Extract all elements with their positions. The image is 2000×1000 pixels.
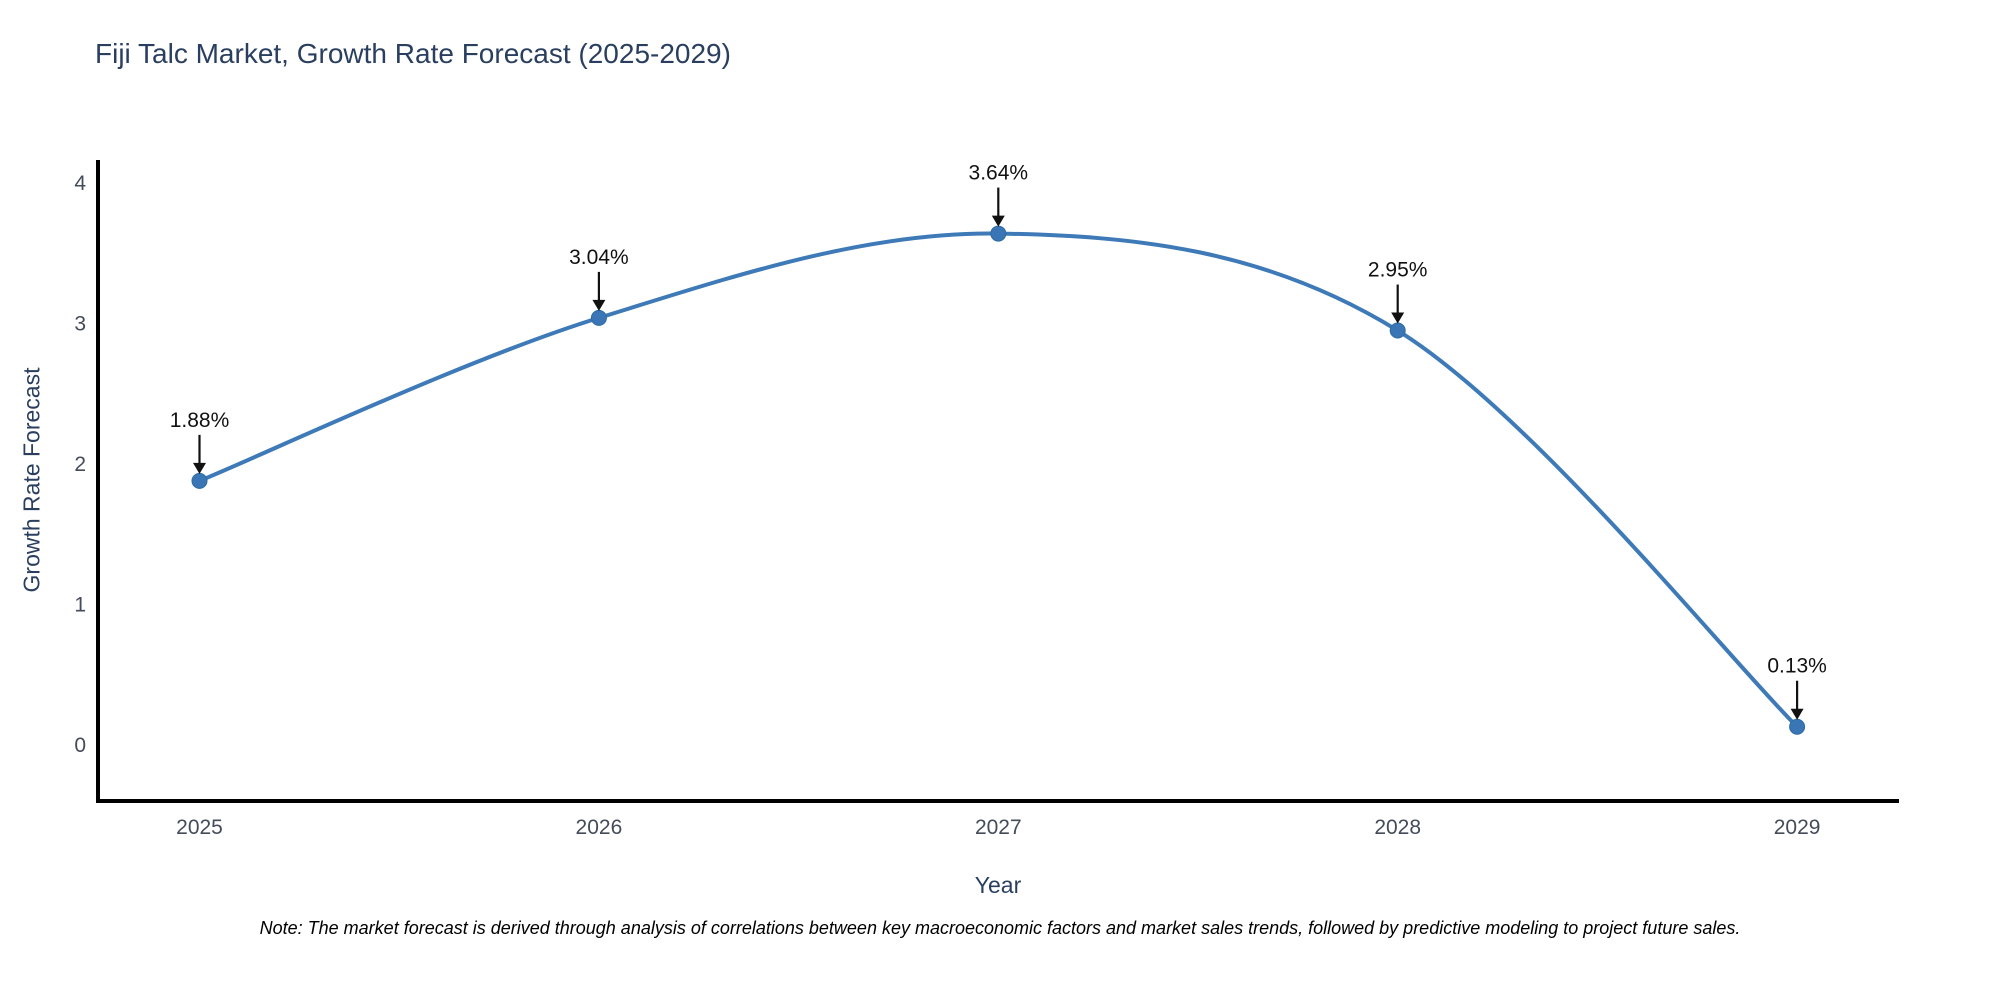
x-tick-label: 2028 bbox=[1374, 816, 1421, 839]
annotation-arrowhead bbox=[592, 299, 606, 311]
data-point[interactable] bbox=[990, 225, 1007, 242]
annotation-label: 1.88% bbox=[170, 409, 230, 432]
forecast-line bbox=[198, 231, 1799, 729]
annotation-label: 2.95% bbox=[1368, 259, 1428, 282]
chart-title: Fiji Talc Market, Growth Rate Forecast (… bbox=[95, 38, 731, 69]
x-axis-title: Year bbox=[974, 872, 1022, 898]
y-tick-label: 4 bbox=[74, 172, 86, 195]
annotation-label: 3.04% bbox=[569, 246, 629, 269]
data-point[interactable] bbox=[191, 472, 208, 489]
y-tick-label: 0 bbox=[74, 734, 86, 757]
annotation-label: 0.13% bbox=[1767, 655, 1827, 678]
y-axis-title: Growth Rate Forecast bbox=[18, 367, 45, 593]
data-point[interactable] bbox=[1389, 322, 1406, 339]
y-tick-label: 2 bbox=[74, 453, 86, 476]
y-tick-label: 1 bbox=[74, 594, 86, 617]
footnote: Note: The market forecast is derived thr… bbox=[259, 918, 1741, 938]
annotation-label: 3.64% bbox=[969, 162, 1029, 185]
annotation-arrowhead bbox=[991, 215, 1005, 227]
x-tick-label: 2025 bbox=[176, 816, 223, 839]
x-tick-label: 2029 bbox=[1774, 816, 1821, 839]
data-point[interactable] bbox=[1789, 718, 1806, 735]
y-tick-label: 3 bbox=[74, 313, 86, 336]
annotation-arrowhead bbox=[193, 462, 206, 474]
annotation-arrowhead bbox=[1391, 312, 1405, 324]
x-tick-label: 2026 bbox=[576, 816, 623, 839]
annotation-arrowhead bbox=[1790, 708, 1804, 720]
data-point[interactable] bbox=[590, 309, 607, 326]
x-tick-label: 2027 bbox=[975, 816, 1022, 839]
